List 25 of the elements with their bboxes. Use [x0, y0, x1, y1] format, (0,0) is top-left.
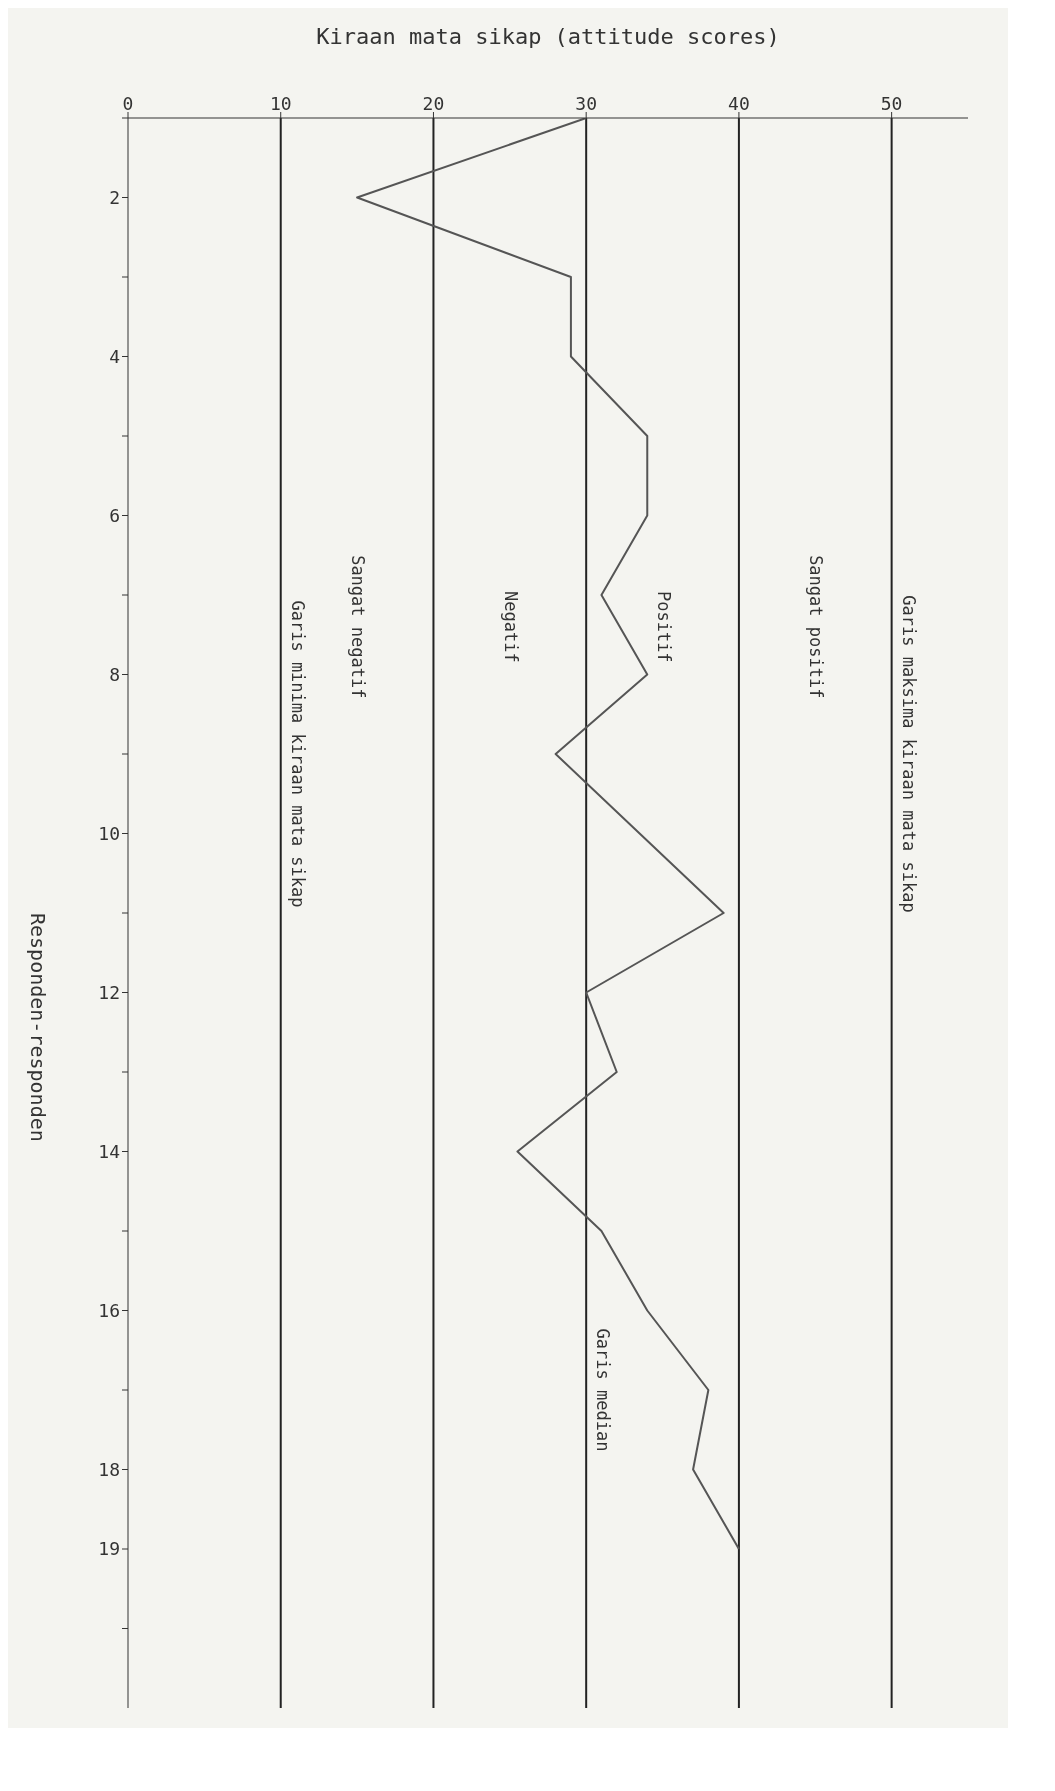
y-tick-label: 16: [98, 1299, 120, 1321]
y-tick-label: 19: [98, 1538, 120, 1560]
y-tick-label: 8: [109, 663, 120, 685]
y-tick-label: 12: [98, 981, 120, 1003]
y-tick-label: 18: [98, 1458, 120, 1480]
y-tick-label: 10: [98, 822, 120, 844]
y-tick-label: 6: [109, 504, 120, 526]
y-tick-label: 14: [98, 1140, 120, 1162]
annotation: Sangat negatif: [348, 555, 369, 699]
y-axis-title: Responden-responden: [25, 913, 50, 1142]
ref-line-label: Garis minima kiraan mata sikap: [287, 600, 308, 908]
annotation: Sangat positif: [806, 555, 827, 699]
x-tick-label: 40: [728, 93, 750, 114]
y-tick-label: 2: [109, 186, 120, 208]
ref-line-label: Garis maksima kiraan mata sikap: [898, 595, 919, 913]
x-tick-label: 30: [575, 93, 598, 114]
x-tick-label: 10: [269, 93, 292, 114]
annotation: Negatif: [500, 590, 521, 663]
ref-line-label: Garis median: [593, 1328, 614, 1452]
x-axis-title: Kiraan mata sikap (attitude scores): [316, 23, 780, 49]
x-tick-label: 50: [880, 93, 903, 114]
annotation: Positif: [653, 590, 674, 663]
x-tick-label: 0: [122, 93, 134, 114]
x-tick-label: 20: [422, 93, 445, 114]
y-tick-label: 4: [109, 345, 120, 367]
